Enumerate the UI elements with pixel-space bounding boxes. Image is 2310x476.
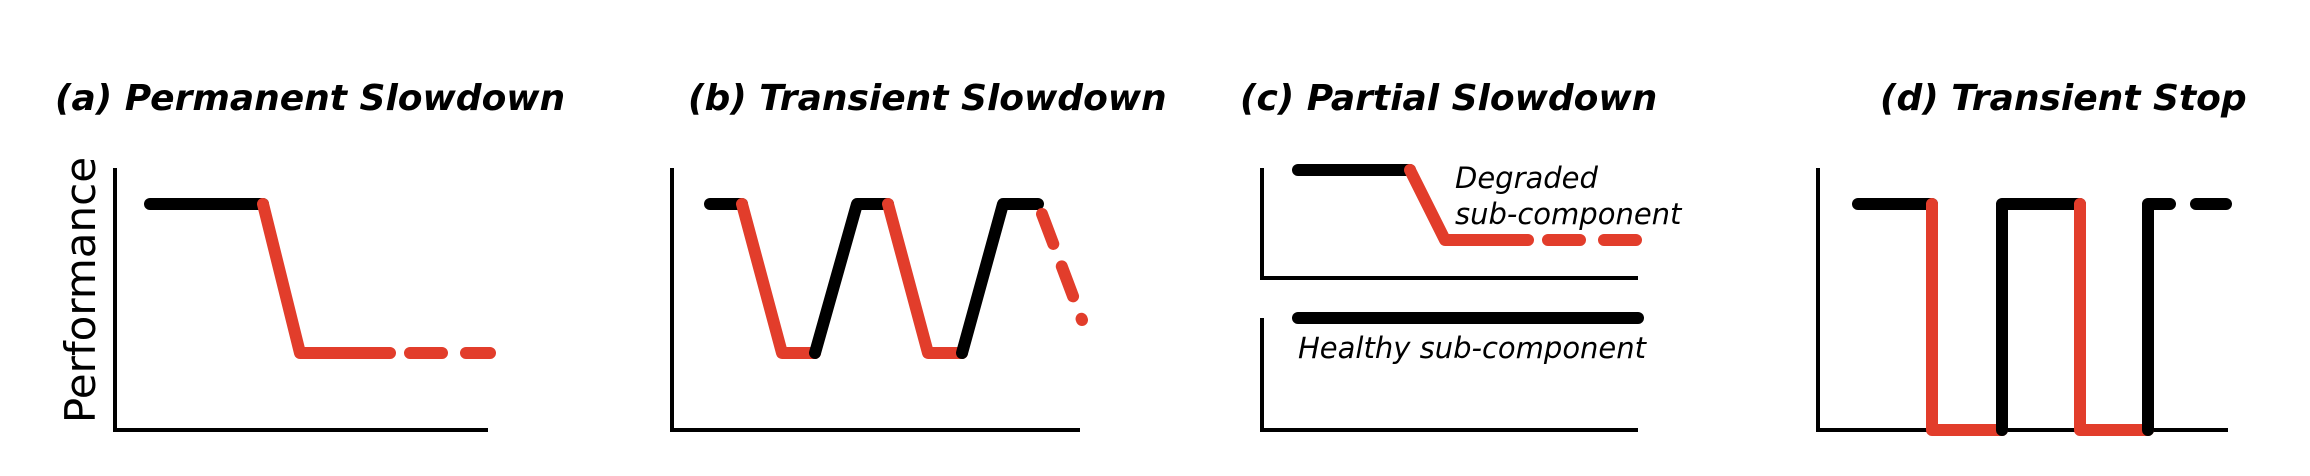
panel-c-healthy-label: Healthy sub-component xyxy=(1298,331,1648,365)
panel-b-axes xyxy=(670,168,1080,432)
panel-d-title: (d) Transient Stop xyxy=(1880,78,2247,119)
panel-c-degraded-label-line2: sub-component xyxy=(1455,197,1683,231)
panel-b-slowdown-continuation xyxy=(1036,208,1088,326)
panel-b: (b) Transient Slowdown xyxy=(670,78,1167,432)
panel-b-recovery-1 xyxy=(809,198,894,359)
panel-c-lower-axes xyxy=(1260,318,1638,432)
panel-d-stop-1 xyxy=(1926,198,2008,436)
panel-b-slowdown-segment-2 xyxy=(882,198,968,359)
panel-b-recovery-2 xyxy=(956,198,1044,359)
panel-b-title: (b) Transient Slowdown xyxy=(688,78,1167,119)
panel-c: (c) Partial Slowdown Degraded sub-compon… xyxy=(1240,78,1683,432)
y-axis-label: Performance xyxy=(56,157,105,423)
panel-d-normal-segment-2 xyxy=(1996,198,2086,436)
panel-a-axes xyxy=(113,168,488,432)
panel-a-title: (a) Permanent Slowdown xyxy=(55,78,565,119)
panel-b-slowdown-segment-1 xyxy=(736,198,821,359)
panel-d-normal-segment-3 xyxy=(2142,198,2176,436)
panel-a: (a) Permanent Slowdown xyxy=(55,78,565,432)
panel-c-degraded-label-line1: Degraded xyxy=(1455,161,1599,195)
panel-c-title: (c) Partial Slowdown xyxy=(1240,78,1657,119)
panel-d-stop-2 xyxy=(2074,198,2154,436)
panel-d: (d) Transient Stop xyxy=(1816,78,2247,436)
panel-a-slowdown-line xyxy=(257,198,396,359)
panel-c-degraded-slowdown-line xyxy=(1404,164,1534,246)
panel-c-upper-axes xyxy=(1260,168,1638,280)
